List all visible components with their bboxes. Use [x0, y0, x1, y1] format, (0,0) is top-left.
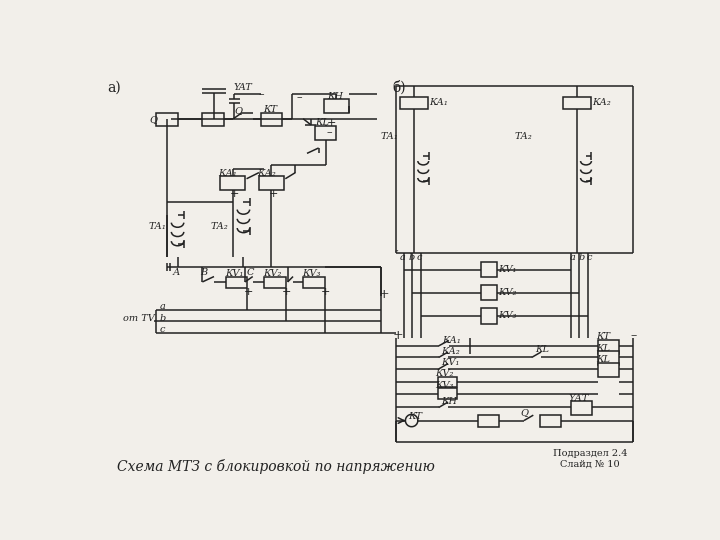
Text: КТ: КТ	[596, 332, 610, 341]
Text: ТА₁: ТА₁	[148, 222, 166, 231]
Text: c: c	[416, 253, 422, 262]
Bar	[303, 276, 325, 288]
Text: КТ: КТ	[408, 412, 422, 421]
Text: КV₂: КV₂	[498, 288, 517, 297]
Text: Q: Q	[234, 106, 242, 116]
Bar	[438, 388, 457, 399]
Text: КL: КL	[315, 118, 330, 127]
Text: ТА₁: ТА₁	[381, 132, 398, 141]
Bar	[539, 415, 561, 427]
Text: КV₁: КV₁	[498, 265, 517, 274]
Text: КТ: КТ	[264, 105, 278, 114]
Text: +: +	[282, 287, 292, 297]
Text: КL: КL	[596, 343, 610, 353]
Text: +: +	[326, 118, 336, 127]
Bar	[202, 112, 224, 126]
Text: КV₃: КV₃	[435, 381, 454, 390]
Text: КА₂: КА₂	[258, 169, 276, 178]
Text: YAT: YAT	[233, 83, 252, 92]
Text: КН: КН	[441, 397, 457, 406]
Text: Q: Q	[521, 408, 529, 417]
Text: В: В	[200, 268, 207, 277]
Bar	[324, 99, 349, 113]
Text: С: С	[246, 268, 254, 277]
Bar	[563, 97, 590, 109]
Text: ТА₂: ТА₂	[210, 222, 228, 231]
Text: –: –	[326, 127, 332, 138]
Text: YАТ: YАТ	[569, 394, 590, 403]
Text: +: +	[392, 329, 403, 342]
Text: от TV: от TV	[122, 314, 154, 323]
Text: b: b	[160, 314, 166, 322]
Text: КА₂: КА₂	[593, 98, 611, 107]
Text: a: a	[400, 253, 406, 262]
Text: Схема МТЗ с блокировкой по напряжению: Схема МТЗ с блокировкой по напряжению	[117, 459, 435, 474]
Text: Подраздел 2.4
Слайд № 10: Подраздел 2.4 Слайд № 10	[553, 449, 627, 469]
Bar	[220, 177, 245, 190]
Text: +: +	[321, 287, 330, 297]
Bar	[400, 97, 428, 109]
Text: КL: КL	[596, 355, 610, 364]
Text: c: c	[160, 325, 166, 334]
Text: Q: Q	[150, 115, 158, 124]
Text: a: a	[160, 302, 166, 311]
Text: КV₂: КV₂	[264, 269, 282, 278]
Text: c: c	[587, 253, 593, 262]
Text: ″: ″	[395, 249, 398, 259]
Text: КV₃: КV₃	[498, 312, 517, 320]
Text: ТА₂: ТА₂	[515, 132, 533, 141]
Text: КА₂: КА₂	[441, 347, 460, 356]
Text: КL: КL	[536, 345, 549, 354]
Text: –: –	[630, 329, 636, 342]
Bar	[598, 363, 619, 377]
Bar	[598, 340, 619, 354]
Text: КV₁: КV₁	[225, 269, 243, 278]
Bar	[482, 285, 497, 300]
Text: КА₁: КА₁	[443, 336, 462, 345]
Text: КV₃: КV₃	[302, 269, 320, 278]
Bar	[315, 126, 336, 140]
Text: КН: КН	[327, 92, 343, 101]
Text: КV₂: КV₂	[435, 369, 454, 378]
Text: +: +	[378, 288, 389, 301]
Text: КА₁: КА₁	[429, 98, 448, 107]
Text: КА₁: КА₁	[219, 169, 238, 178]
Bar	[225, 276, 248, 288]
Text: a: a	[570, 253, 575, 262]
Bar	[259, 177, 284, 190]
Bar	[598, 351, 619, 365]
Text: а): а)	[107, 80, 121, 94]
Bar	[482, 262, 497, 278]
Bar	[264, 276, 286, 288]
Text: А: А	[172, 268, 179, 277]
Text: –: –	[259, 89, 264, 99]
Text: б): б)	[392, 80, 406, 94]
Text: –: –	[297, 92, 302, 102]
Text: +: +	[230, 189, 240, 199]
Text: +: +	[269, 189, 279, 199]
Text: b: b	[578, 253, 585, 262]
Bar	[477, 415, 499, 427]
Text: b: b	[408, 253, 415, 262]
Text: +: +	[243, 287, 253, 297]
Text: КV₁: КV₁	[441, 359, 459, 367]
Bar	[438, 377, 457, 387]
Bar	[261, 112, 282, 126]
Bar	[482, 308, 497, 323]
Bar	[156, 112, 178, 126]
Bar	[570, 401, 593, 415]
